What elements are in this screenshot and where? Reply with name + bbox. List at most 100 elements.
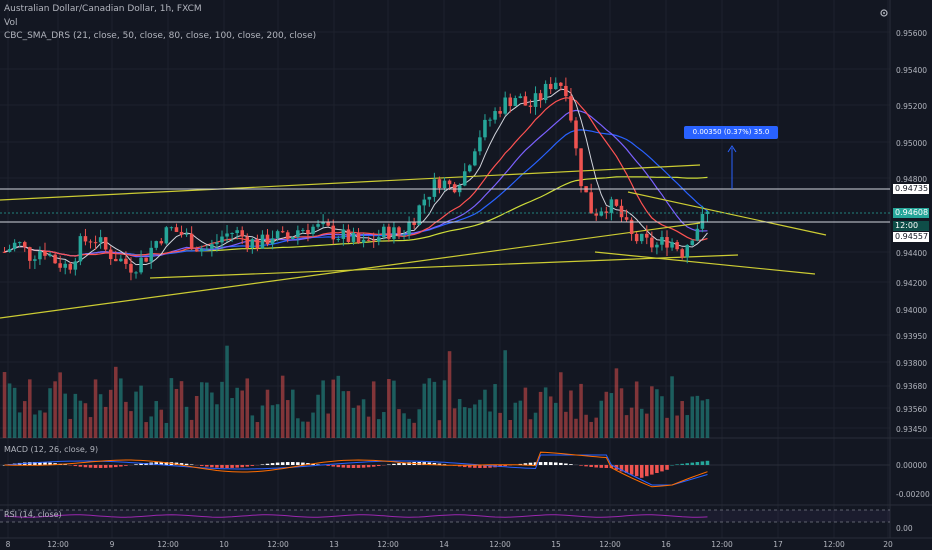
macd-legend[interactable]: MACD (12, 26, close, 9) xyxy=(4,445,99,454)
volume-bar xyxy=(584,414,588,438)
volume-bar xyxy=(7,383,12,438)
volume-bar xyxy=(114,366,118,438)
price-tag: 0.94735 xyxy=(893,184,929,194)
candle-body xyxy=(346,229,351,242)
candle-body xyxy=(548,83,553,90)
macd-histogram-bar xyxy=(488,465,492,468)
volume-bar xyxy=(361,399,366,438)
candle-body xyxy=(124,258,128,264)
macd-histogram-bar xyxy=(553,462,558,465)
macd-histogram-bar xyxy=(437,463,442,465)
candle-body xyxy=(397,227,401,235)
volume-bar xyxy=(83,403,88,438)
volume-bar xyxy=(275,404,280,438)
volume-bar xyxy=(387,379,391,438)
candle-body xyxy=(78,236,83,262)
candle-body xyxy=(260,234,265,249)
candle-body xyxy=(43,251,47,256)
sma-100-line xyxy=(4,129,708,257)
candle-body xyxy=(599,211,604,216)
candle-body xyxy=(321,222,325,225)
macd-histogram-bar xyxy=(624,465,629,473)
candle-body xyxy=(695,228,700,241)
macd-histogram-bar xyxy=(103,465,108,468)
volume-bar xyxy=(159,409,164,438)
macd-histogram-bar xyxy=(280,462,285,465)
candle-body xyxy=(215,242,219,245)
drawn-trendlines xyxy=(0,164,827,319)
price-axis-label: 0.94800 xyxy=(896,175,927,184)
volume-bar xyxy=(488,411,492,438)
volume-bar xyxy=(356,405,361,438)
trendline xyxy=(627,191,827,236)
volume-bar xyxy=(579,383,583,438)
time-axis-label: 16 xyxy=(661,540,671,549)
macd-histogram-bar xyxy=(599,465,604,468)
volume-bar xyxy=(468,408,472,438)
price-tag: 0.94557 xyxy=(893,232,929,242)
macd-histogram-bar xyxy=(210,465,214,468)
candle-body xyxy=(427,196,432,200)
candle-body xyxy=(650,237,654,248)
volume-bar xyxy=(280,375,285,438)
volume-bar xyxy=(427,378,432,438)
candle-body xyxy=(462,171,467,186)
macd-histogram-bar xyxy=(685,463,690,465)
candle-body xyxy=(336,238,341,240)
volume-bar xyxy=(705,399,710,438)
volume-bar xyxy=(695,395,700,438)
volume-bar xyxy=(478,399,482,438)
candle-body xyxy=(533,93,538,107)
candle-body xyxy=(660,237,664,245)
volume-bar xyxy=(28,379,32,438)
macd-histogram-bar xyxy=(634,465,639,477)
volume-bar xyxy=(311,412,315,438)
volume-bar xyxy=(189,419,194,438)
volume-bar xyxy=(316,394,320,438)
sma-legend[interactable]: CBC_SMA_DRS (21, close, 50, close, 80, c… xyxy=(4,31,317,41)
macd-histogram-bar xyxy=(407,462,411,465)
candle-body xyxy=(240,230,244,237)
candle-body xyxy=(619,205,624,218)
volume-bar xyxy=(442,380,447,438)
candle-body xyxy=(270,238,275,245)
candle-body xyxy=(670,242,674,248)
volume-bar xyxy=(629,407,634,438)
volume-bar xyxy=(331,379,336,438)
candle-body xyxy=(559,82,563,86)
candle-body xyxy=(665,237,669,248)
macd-histogram-bar xyxy=(93,465,98,468)
time-axis-label: 12:00 xyxy=(823,540,845,549)
macd-histogram-bar xyxy=(361,465,366,468)
macd-histogram-bar xyxy=(639,465,644,478)
volume-bar xyxy=(483,389,487,438)
macd-histogram-bar xyxy=(629,465,634,475)
rsi-legend[interactable]: RSI (14, close) xyxy=(4,510,62,519)
volume-bar xyxy=(371,381,376,438)
candle-body xyxy=(488,119,492,121)
symbol-title[interactable]: Australian Dollar/Canadian Dollar, 1h, F… xyxy=(4,4,202,14)
volume-bar xyxy=(417,409,421,438)
macd-histogram-bar xyxy=(483,465,487,468)
macd-histogram-bar xyxy=(189,464,194,465)
time-axis-label: 12:00 xyxy=(47,540,69,549)
candle-body xyxy=(33,259,37,261)
volume-bar xyxy=(220,381,224,438)
macd-histogram-bar xyxy=(700,461,705,465)
time-axis-label: 17 xyxy=(773,540,783,549)
volume-bar xyxy=(650,386,654,438)
volume-legend[interactable]: Vol xyxy=(4,18,18,28)
volume-bar xyxy=(255,422,260,438)
volume-bar xyxy=(270,405,275,438)
volume-bar xyxy=(235,387,239,438)
macd-histogram-bar xyxy=(179,463,184,465)
candle-body xyxy=(230,233,234,235)
macd-histogram-bar xyxy=(442,464,447,465)
settings-icon[interactable] xyxy=(878,4,890,17)
trendline xyxy=(0,164,701,201)
candle-body xyxy=(68,263,73,270)
volume-bar xyxy=(493,384,497,438)
candle-body xyxy=(103,237,108,250)
